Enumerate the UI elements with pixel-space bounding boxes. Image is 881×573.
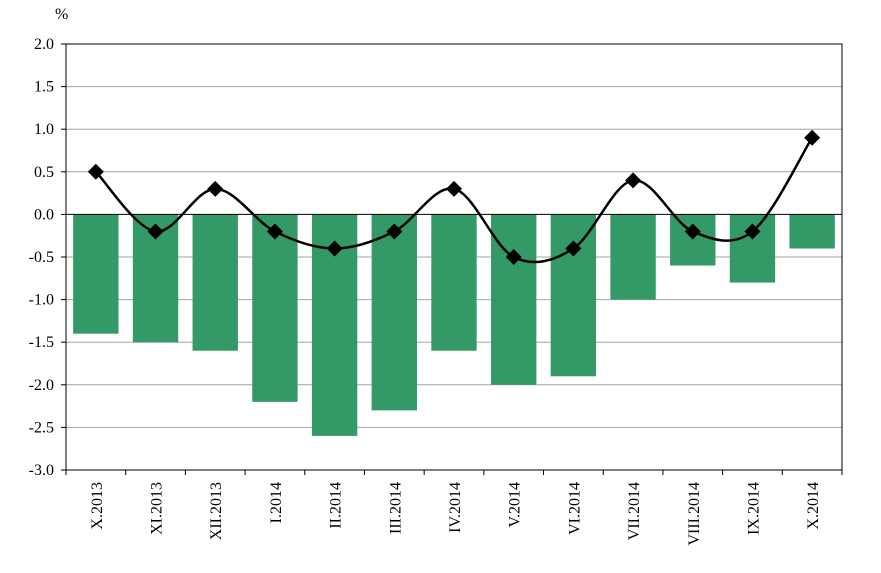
bar-series bbox=[73, 214, 835, 436]
x-tick-label: VII.2014 bbox=[626, 482, 643, 540]
y-tick-label: -0.5 bbox=[29, 249, 54, 266]
bar bbox=[192, 214, 238, 351]
bar bbox=[431, 214, 477, 351]
line-point bbox=[386, 223, 403, 240]
bar bbox=[610, 214, 656, 300]
y-tick-label: -2.5 bbox=[29, 419, 54, 436]
x-tick-label: X.2013 bbox=[89, 482, 106, 530]
line-point bbox=[565, 240, 582, 257]
x-tick-label: III.2014 bbox=[387, 482, 404, 534]
y-tick-label: -1.0 bbox=[29, 292, 54, 309]
x-tick-label: IV.2014 bbox=[447, 482, 464, 533]
y-tick-label: 2.0 bbox=[34, 36, 54, 53]
bar bbox=[670, 214, 716, 266]
bar bbox=[789, 214, 835, 249]
line-point bbox=[446, 180, 462, 197]
x-tick-label: X.2014 bbox=[805, 482, 822, 530]
bar bbox=[252, 214, 298, 402]
line-point bbox=[266, 223, 283, 240]
x-tick-label: VI.2014 bbox=[566, 482, 583, 535]
bar bbox=[73, 214, 119, 334]
y-tick-label: -3.0 bbox=[29, 462, 54, 479]
line-point bbox=[326, 240, 343, 257]
line-point bbox=[505, 249, 522, 265]
y-tick-labels: 2.0 1.5 1.0 0.5 0.0 -0.5 -1.0 -1.5 -2.0 -2.5 -3.0 bbox=[29, 36, 54, 479]
y-tick-label: 0.0 bbox=[34, 206, 54, 223]
bar bbox=[371, 214, 417, 411]
y-unit-label: % bbox=[55, 6, 68, 23]
x-tick-label: I.2014 bbox=[268, 482, 285, 523]
x-tick-label: II.2014 bbox=[328, 482, 345, 529]
y-tick-label: -2.0 bbox=[29, 377, 54, 394]
line-series bbox=[87, 129, 821, 265]
line-point bbox=[87, 163, 104, 180]
x-tick-label: V.2014 bbox=[507, 482, 524, 528]
y-tick-label: -1.5 bbox=[29, 334, 54, 351]
y-tick-label: 1.5 bbox=[34, 79, 54, 96]
y-tick-label: 0.5 bbox=[34, 164, 54, 181]
axes bbox=[61, 43, 843, 475]
line-point bbox=[804, 129, 821, 146]
x-tick-label: XII.2013 bbox=[208, 482, 225, 540]
plot-frame bbox=[65, 43, 843, 471]
line-point bbox=[207, 180, 224, 197]
x-tick-label: IX.2014 bbox=[745, 482, 762, 535]
line-point bbox=[147, 223, 164, 240]
bar bbox=[550, 214, 597, 377]
line-point bbox=[684, 223, 701, 240]
y-tick-label: 1.0 bbox=[34, 121, 54, 138]
line-point bbox=[744, 223, 761, 240]
x-tick-labels: X.2013 XI.2013 XII.2013 I.2014 II.2014 III.20… bbox=[89, 482, 822, 546]
x-tick-label: XI.2013 bbox=[149, 482, 166, 535]
x-tick-label: VIII.2014 bbox=[686, 482, 703, 546]
line-point bbox=[625, 172, 642, 189]
